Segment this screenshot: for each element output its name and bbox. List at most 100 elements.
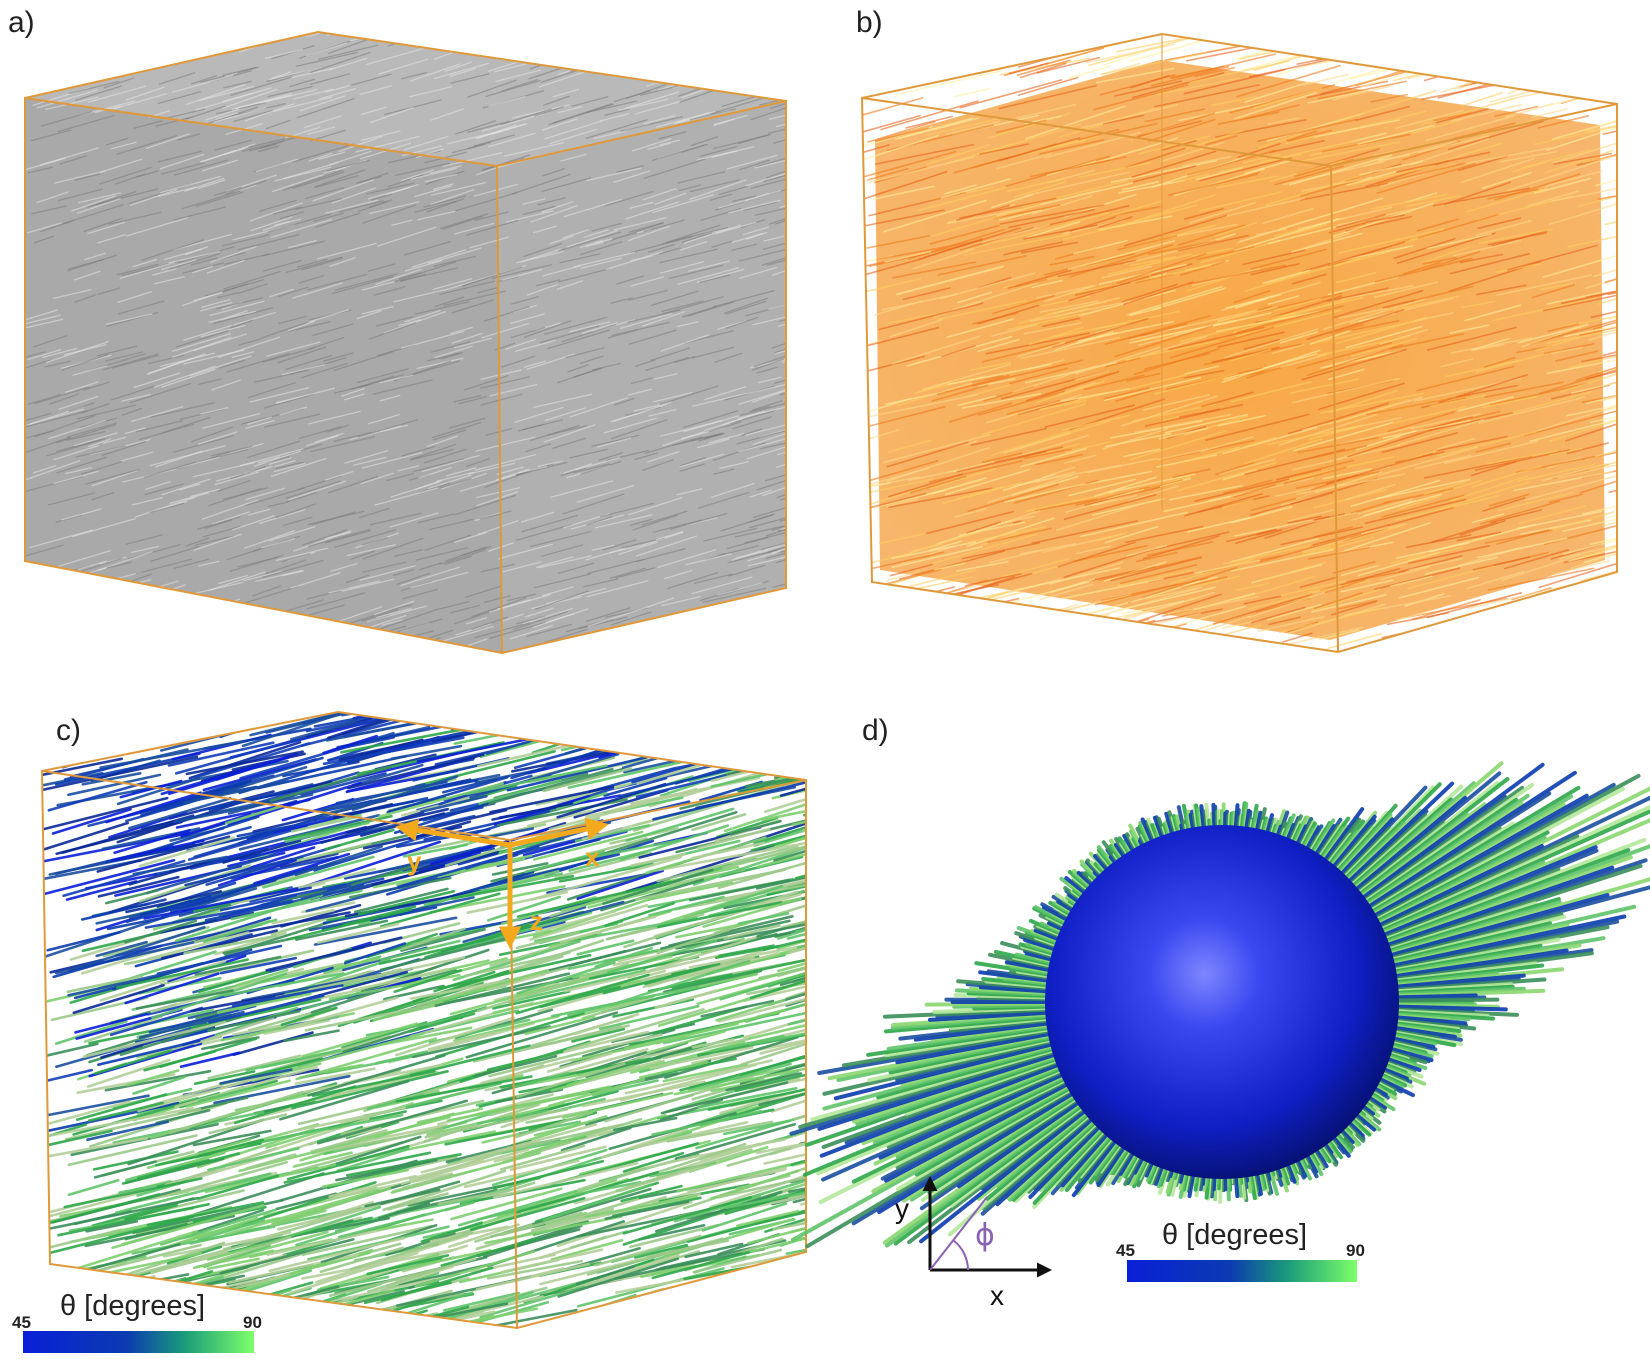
gray-fiber xyxy=(761,249,786,266)
gray-fiber xyxy=(565,347,605,359)
orange-fiber xyxy=(1345,325,1423,349)
fiber-trace xyxy=(289,720,357,741)
fiber-trace xyxy=(66,975,143,994)
gray-fiber xyxy=(367,414,400,425)
fiber-trace xyxy=(753,809,806,845)
gray-fiber xyxy=(326,32,386,36)
orange-fiber xyxy=(1100,200,1163,220)
gray-fiber xyxy=(652,519,702,533)
orange-fiber xyxy=(1039,583,1094,601)
gray-fiber xyxy=(485,79,541,98)
fiber-trace xyxy=(786,865,806,890)
gray-fiber xyxy=(613,216,667,231)
fiber-trace xyxy=(447,1223,520,1248)
gray-fiber xyxy=(763,235,785,242)
fiber-trace xyxy=(659,1098,724,1121)
orange-fiber xyxy=(1062,221,1135,241)
gray-fiber xyxy=(677,171,726,184)
gray-fiber xyxy=(231,94,291,110)
gray-fiber xyxy=(643,114,676,125)
gray-fiber xyxy=(449,67,476,77)
gray-fiber xyxy=(52,32,96,43)
gray-fiber xyxy=(215,102,266,115)
fiber-trace xyxy=(318,1277,436,1306)
orange-fiber xyxy=(948,402,1013,423)
gray-fiber xyxy=(204,279,265,297)
fiber-trace xyxy=(193,1070,256,1085)
fiber-trace xyxy=(400,927,466,951)
fiber-trace xyxy=(114,1172,272,1214)
gray-fiber xyxy=(394,549,423,557)
fiber-trace xyxy=(444,1119,567,1146)
gray-fiber xyxy=(458,395,488,405)
fiber-trace xyxy=(506,754,653,792)
fiber-trace xyxy=(427,712,544,727)
fiber-trace xyxy=(207,1147,300,1172)
gray-fiber xyxy=(540,544,584,557)
orange-fiber xyxy=(967,483,1059,513)
orange-fiber xyxy=(872,185,935,200)
fiber-trace xyxy=(450,712,582,731)
fiber-trace xyxy=(383,984,445,1001)
orange-fiber xyxy=(1637,327,1650,346)
orange-fiber xyxy=(1114,80,1182,97)
orange-fiber xyxy=(1164,413,1248,434)
fiber-trace xyxy=(767,962,806,1006)
orange-fiber xyxy=(1329,396,1423,425)
gray-fiber xyxy=(763,171,786,183)
gray-fiber xyxy=(440,352,463,360)
gray-fiber xyxy=(150,545,200,562)
fiber-trace xyxy=(787,994,806,1026)
gray-fiber xyxy=(452,143,485,154)
gray-fiber xyxy=(754,354,786,368)
gray-fiber xyxy=(635,535,697,557)
orange-fiber xyxy=(1223,328,1319,359)
gray-fiber xyxy=(243,619,304,642)
gray-fiber xyxy=(793,512,832,524)
orange-fiber xyxy=(1551,117,1617,140)
fiber-trace xyxy=(631,762,697,784)
fiber-trace xyxy=(491,862,549,876)
gray-fiber xyxy=(765,158,786,179)
orange-fiber xyxy=(1459,253,1504,264)
gray-fiber xyxy=(48,419,107,440)
orange-fiber xyxy=(1474,333,1561,351)
fiber-trace xyxy=(75,1093,168,1121)
gray-fiber xyxy=(558,268,610,283)
gray-fiber xyxy=(257,145,279,153)
orange-fiber xyxy=(1154,84,1260,108)
fiber-trace xyxy=(179,1172,325,1221)
fiber-trace xyxy=(482,1224,583,1259)
gray-fiber xyxy=(627,309,681,323)
gray-fiber xyxy=(501,613,524,622)
gray-fiber xyxy=(663,569,693,580)
gray-fiber xyxy=(690,136,719,147)
gray-fiber xyxy=(678,184,702,192)
orange-fiber xyxy=(1079,511,1188,538)
gray-fiber xyxy=(195,92,255,111)
fiber-trace xyxy=(463,951,571,978)
gray-fiber xyxy=(618,98,669,111)
fiber-trace xyxy=(715,998,786,1022)
gray-fiber xyxy=(267,85,313,98)
fiber-trace xyxy=(395,827,491,849)
gray-fiber xyxy=(760,537,786,551)
orange-fiber xyxy=(1536,591,1591,606)
orange-fiber xyxy=(1094,583,1179,606)
fiber-trace xyxy=(301,1022,419,1058)
orange-fiber xyxy=(1030,300,1132,323)
gray-fiber xyxy=(642,459,674,471)
gray-fiber xyxy=(611,321,670,337)
gray-fiber xyxy=(295,198,342,210)
orange-fiber xyxy=(891,45,978,72)
orange-fiber xyxy=(1647,105,1650,118)
fiber-trace xyxy=(737,911,790,926)
gray-fiber xyxy=(762,482,786,497)
orange-fiber xyxy=(1579,479,1617,494)
orange-fiber xyxy=(922,363,1012,391)
gray-fiber xyxy=(182,262,225,274)
gray-fiber xyxy=(177,133,200,141)
fiber-trace xyxy=(702,897,802,928)
orange-fiber xyxy=(1593,263,1617,278)
orange-fiber xyxy=(1398,576,1480,599)
